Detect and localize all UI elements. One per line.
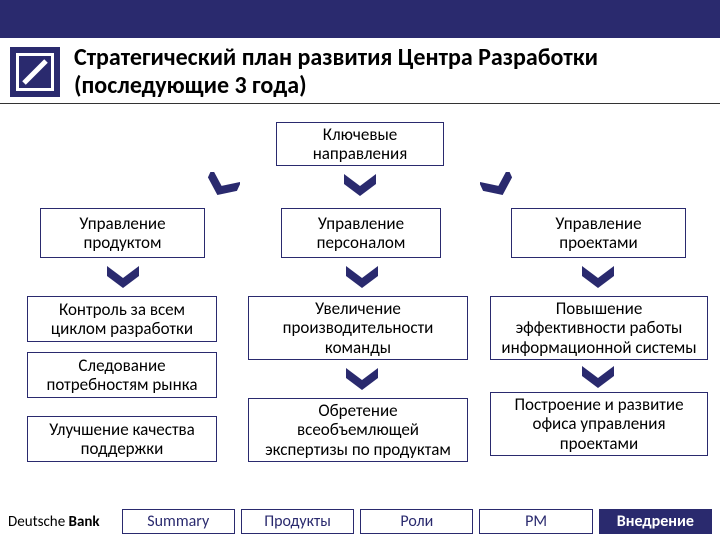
node-root: Ключевые направления xyxy=(276,122,444,166)
node-c1c: Улучшение качества поддержки xyxy=(27,416,217,462)
chevron-down-icon xyxy=(580,264,616,290)
node-c1: Управление продуктом xyxy=(40,208,205,258)
bottom-nav: Deutsche Bank SummaryПродуктыРолиPM Внедр… xyxy=(0,509,720,534)
node-c3a: Повышение эффективности работы информаци… xyxy=(490,296,708,360)
node-c3: Управление проектами xyxy=(511,208,686,258)
chevron-down-icon xyxy=(344,366,380,392)
nav-tab-summary[interactable]: Summary xyxy=(122,509,235,534)
brand-label: Deutsche Bank xyxy=(8,513,100,531)
node-c2: Управление персоналом xyxy=(281,208,441,258)
node-c2b: Обретение всеобъемлющей экспертизы по пр… xyxy=(248,398,468,462)
nav-tab-продукты[interactable]: Продукты xyxy=(241,509,354,534)
db-logo-icon xyxy=(10,47,60,97)
chevron-down-icon xyxy=(480,172,516,198)
strategy-flowchart: Ключевые направления Управление продуктом… xyxy=(0,104,720,484)
chevron-down-icon xyxy=(105,264,141,290)
node-c3b: Построение и развитие офиса управления п… xyxy=(490,392,708,456)
nav-tab-роли[interactable]: Роли xyxy=(360,509,473,534)
chevron-down-icon xyxy=(342,172,378,198)
chevron-down-icon xyxy=(204,172,240,198)
header: Стратегический план развития Центра Разр… xyxy=(0,38,720,104)
nav-tab-внедрение[interactable]: Внедрение xyxy=(599,509,712,534)
page-title: Стратегический план развития Центра Разр… xyxy=(74,44,710,99)
node-c2a: Увеличение производительности команды xyxy=(248,296,468,360)
node-c1b: Следование потребностям рынка xyxy=(27,352,217,398)
chevron-down-icon xyxy=(580,364,616,390)
chevron-down-icon xyxy=(344,264,380,290)
top-bar xyxy=(0,0,720,38)
node-c1a: Контроль за всем циклом разработки xyxy=(27,296,217,342)
nav-tab-pm[interactable]: PM xyxy=(479,509,592,534)
